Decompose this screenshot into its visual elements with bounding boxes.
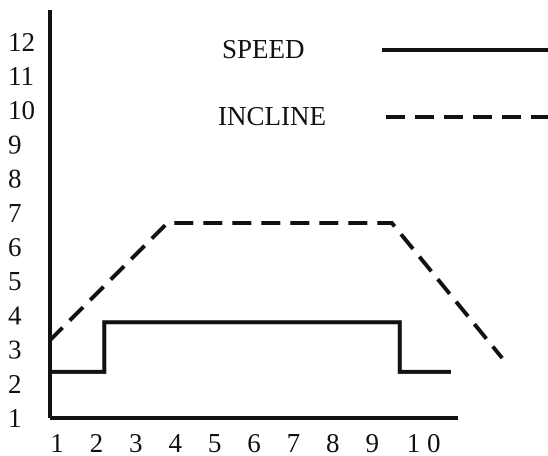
x-tick-label: 2 (90, 428, 104, 456)
legend: SPEED INCLINE (218, 34, 548, 131)
y-tick-label: 2 (8, 369, 22, 399)
legend-label-speed: SPEED (222, 34, 305, 64)
x-tick-label: 6 (247, 428, 261, 456)
y-tick-label: 12 (8, 27, 35, 57)
x-tick-label: 1 (50, 428, 64, 456)
x-tick-label: 8 (326, 428, 340, 456)
y-tick-label: 10 (8, 95, 35, 125)
y-tick-label: 3 (8, 335, 22, 365)
y-tick-label: 5 (8, 266, 22, 296)
series-line-speed (49, 320, 451, 374)
y-tick-label: 1 (8, 403, 22, 433)
series-line-incline (47, 221, 504, 360)
y-tick-label: 7 (8, 198, 22, 228)
x-tick-label: 1 0 (407, 428, 441, 456)
y-tick-label: 8 (8, 164, 22, 194)
y-tick-label: 6 (8, 232, 22, 262)
y-tick-label: 4 (8, 300, 22, 330)
x-tick-label: 7 (287, 428, 301, 456)
x-tick-label: 5 (208, 428, 222, 456)
x-tick-label: 4 (168, 428, 182, 456)
y-tick-label: 11 (8, 61, 34, 91)
legend-label-incline: INCLINE (218, 101, 326, 131)
y-tick-label: 9 (8, 129, 22, 159)
series-layer (47, 221, 504, 374)
x-tick-label: 3 (129, 428, 143, 456)
x-tick-label: 9 (365, 428, 379, 456)
